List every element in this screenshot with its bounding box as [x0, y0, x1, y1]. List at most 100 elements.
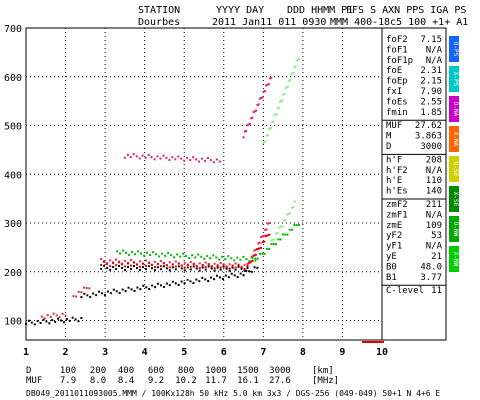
trace-point: [254, 253, 257, 256]
trace-point: [275, 243, 278, 246]
trace-point: [296, 58, 299, 61]
param-name: yF1: [386, 242, 402, 252]
trace-point: [198, 262, 201, 265]
trace-point: [162, 285, 165, 288]
x-tick-label: 8: [300, 347, 306, 358]
param-name: fmin: [386, 108, 408, 118]
legend-swatch: [449, 66, 459, 92]
trace-point: [121, 266, 124, 269]
trace-point: [42, 318, 45, 321]
trace-point: [54, 320, 57, 323]
trace-point: [147, 261, 150, 264]
trace-point: [176, 253, 179, 256]
trace-point: [138, 265, 141, 268]
trace-point: [209, 159, 212, 162]
trace-point: [255, 109, 258, 112]
trace-point: [150, 263, 153, 266]
trace-point: [51, 319, 54, 322]
trace-point: [152, 251, 155, 254]
trace-point: [192, 156, 195, 159]
trace-point: [210, 276, 213, 279]
muf-value-cell: 8.4: [118, 376, 134, 386]
trace-point: [218, 160, 221, 163]
muf-row2-label: MUF: [26, 376, 42, 386]
muf-value-cell: 9.2: [148, 376, 164, 386]
trace-point: [192, 262, 195, 265]
trace-point: [124, 259, 127, 262]
trace-point: [257, 242, 260, 245]
param-value: 2.15: [420, 77, 442, 87]
trace-point: [141, 262, 144, 265]
param-name: h'E: [386, 176, 402, 186]
trace-point: [246, 124, 249, 127]
trace-point: [216, 274, 219, 277]
trace-point: [286, 233, 289, 236]
trace-point: [30, 321, 33, 324]
trace-point: [109, 265, 112, 268]
trace-point: [174, 268, 177, 271]
trace-point: [103, 264, 106, 267]
trace-point: [177, 262, 180, 265]
x-tick-label: 9: [339, 347, 345, 358]
trace-point: [252, 110, 255, 113]
param-value: 208: [426, 155, 442, 165]
trace-point: [200, 255, 203, 258]
trace-point: [219, 266, 222, 269]
trace-point: [266, 134, 269, 137]
trace-point: [189, 261, 192, 264]
trace-point: [262, 234, 265, 237]
trace-point: [183, 261, 186, 264]
param-name: foF2: [386, 35, 408, 45]
legend-label: O-SE: [452, 162, 459, 177]
muf-row2-unit: [MHz]: [312, 376, 339, 386]
trace-point: [138, 157, 141, 160]
trace-point: [109, 259, 112, 262]
trace-point: [233, 274, 236, 277]
trace-point: [222, 263, 225, 266]
y-tick-label: 600: [4, 73, 22, 84]
header-date-value: 2011 Jan11 011 0930: [212, 17, 326, 28]
legend-swatch: [449, 96, 459, 122]
trace-point: [68, 319, 71, 322]
trace-point: [279, 225, 282, 228]
trace-point: [197, 253, 200, 256]
param-value: 2.55: [420, 97, 442, 107]
trace-point: [225, 265, 228, 268]
trace-point: [275, 113, 278, 116]
trace-point: [243, 269, 246, 272]
trace-point: [224, 274, 227, 277]
trace-point: [273, 114, 276, 117]
trace-point: [213, 269, 216, 272]
trace-point: [162, 154, 165, 157]
trace-point: [138, 269, 141, 272]
muf-row1-unit: [km]: [312, 366, 334, 376]
x-tick-label: 10: [376, 347, 388, 358]
trace-point: [171, 280, 174, 283]
param-value: 140: [426, 187, 442, 197]
trace-point: [234, 268, 237, 271]
trace-point: [136, 286, 139, 289]
param-value: 27.62: [415, 121, 442, 131]
legend-label: O-PS: [452, 42, 459, 57]
trace-point: [147, 265, 150, 268]
trace-point: [132, 153, 135, 156]
trace-point: [207, 263, 210, 266]
trace-point: [88, 287, 91, 290]
trace-point: [264, 140, 267, 143]
trace-point: [290, 73, 293, 76]
trace-point: [291, 228, 294, 231]
trace-point: [128, 253, 131, 256]
trace-point: [251, 260, 254, 262]
trace-point: [258, 241, 261, 244]
trace-point: [129, 156, 132, 159]
trace-point: [133, 289, 136, 292]
trace-point: [270, 126, 273, 129]
trace-point: [276, 107, 279, 110]
trace-point: [156, 263, 159, 266]
trace-point: [186, 278, 189, 281]
trace-point: [195, 278, 198, 281]
header-ddd-label: DDD HHMM P1: [287, 5, 353, 16]
muf-value-cell: 7.9: [60, 376, 76, 386]
trace-point: [258, 97, 261, 100]
muf-value-cell: 27.6: [269, 376, 291, 386]
